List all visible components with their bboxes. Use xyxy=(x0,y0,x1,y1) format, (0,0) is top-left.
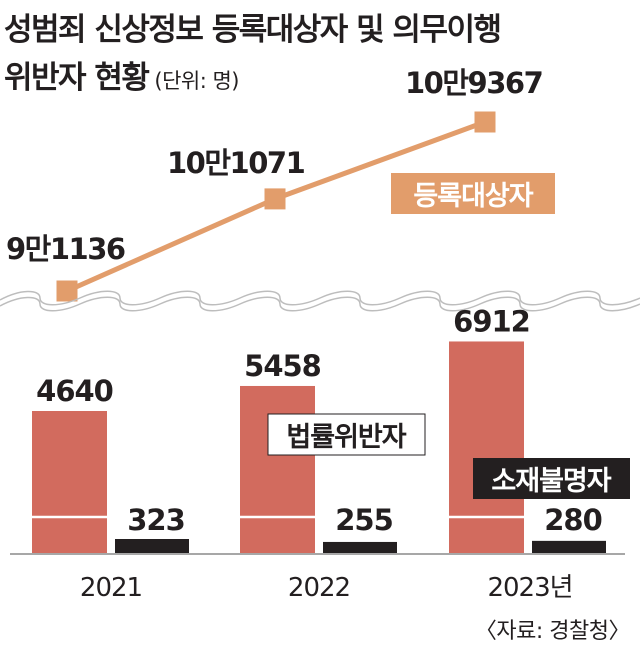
registered-legend-box xyxy=(391,173,555,214)
unknown-location-bar-2023년 xyxy=(532,540,606,553)
law-violator-label-2022: 5458 xyxy=(244,349,321,383)
chart-title-rest: 위반자 현황 xyxy=(4,60,150,96)
law-violator-label-2021: 4640 xyxy=(36,374,113,408)
source-note: 〈자료: 경찰청〉 xyxy=(475,619,630,644)
law-violator-bar-2021 xyxy=(32,411,107,553)
x-tick-label-2022: 2022 xyxy=(288,573,350,603)
unknown-location-legend-label: 소재불명자 xyxy=(491,466,611,497)
registered-legend-label: 등록대상자 xyxy=(413,181,533,212)
x-tick-label-2023년: 2023년 xyxy=(487,573,572,603)
x-tick-label-2021: 2021 xyxy=(80,573,142,603)
law-violator-legend-box xyxy=(267,413,426,456)
unknown-location-bar-2021 xyxy=(115,539,189,553)
unknown-location-label-2023년: 280 xyxy=(544,503,602,537)
law-violator-label-2023년: 6912 xyxy=(453,304,530,338)
chart-title-line2: 위반자 현황 (단위: 명) xyxy=(4,52,240,97)
law-violator-legend-label: 법률위반자 xyxy=(286,422,406,453)
law-violator-bar-2022 xyxy=(240,385,315,553)
scale-break-wave-top xyxy=(0,290,640,306)
registered-point-2023 xyxy=(474,111,496,133)
registered-label-2022: 10만1071 xyxy=(167,146,305,180)
unknown-location-label-2021: 323 xyxy=(127,503,185,537)
scale-break-wave-bottom xyxy=(0,296,640,312)
unknown-location-legend-box xyxy=(473,458,630,499)
registered-label-2021: 9만1136 xyxy=(6,232,125,266)
unknown-location-label-2022: 255 xyxy=(335,503,393,537)
registered-point-2021 xyxy=(56,280,78,302)
registered-label-2023: 10만9367 xyxy=(405,66,542,100)
chart-title: 성범죄 신상정보 등록대상자 및 의무이행 xyxy=(4,12,502,48)
unknown-location-bar-2022 xyxy=(323,541,397,553)
unit-label: (단위: 명) xyxy=(154,69,240,93)
law-violator-bar-2023년 xyxy=(449,341,524,553)
registered-point-2022 xyxy=(264,188,286,210)
